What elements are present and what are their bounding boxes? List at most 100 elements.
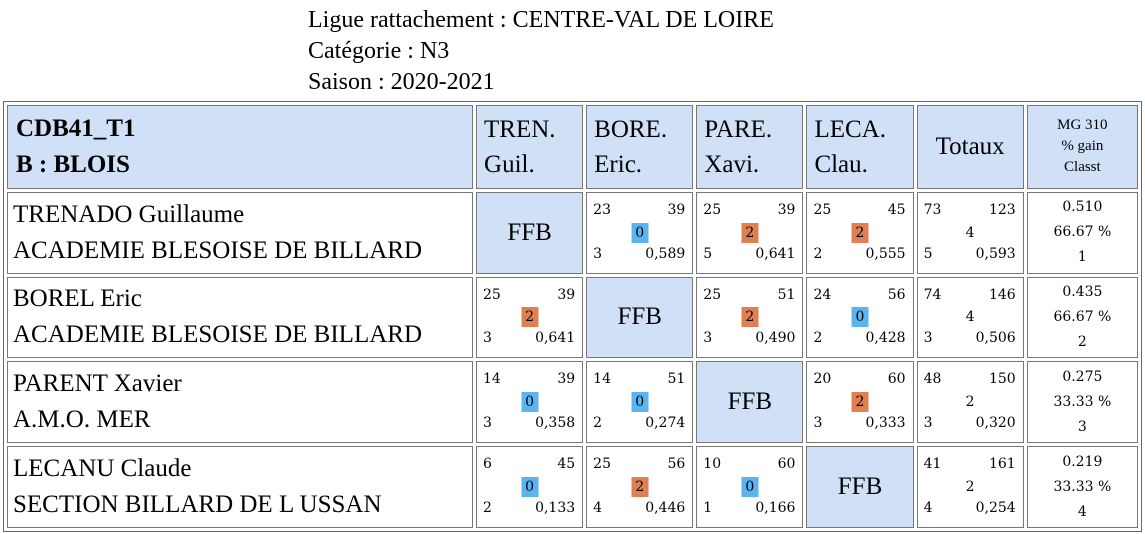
match-result: 2 xyxy=(521,307,539,328)
mg-cell: 0.510 66.67 % 1 xyxy=(1026,191,1138,274)
total-points: 74 xyxy=(923,286,942,303)
total-reprises: 123 xyxy=(988,201,1016,218)
saison-line: Saison : 2020-2021 xyxy=(308,69,495,95)
result-badge: 2 xyxy=(851,222,869,243)
player-header-line2: Xavi. xyxy=(704,150,760,178)
ligue-line: Ligue rattachement : CENTRE-VAL DE LOIRE xyxy=(308,7,774,33)
match-points: 20 xyxy=(813,371,832,388)
match-moyenne: 0,133 xyxy=(535,500,576,516)
player-cell: PARENT Xavier A.M.O. MER xyxy=(7,361,474,444)
match-series: 4 xyxy=(593,500,603,516)
categorie-line: Catégorie : N3 xyxy=(308,38,450,64)
match-cell: 25 45 2 2 0,555 xyxy=(806,191,914,274)
player-name: LECANU Claude xyxy=(13,455,192,483)
total-series: 3 xyxy=(923,415,933,432)
match-cell: 6 45 0 2 0,133 xyxy=(476,446,584,528)
match-series: 2 xyxy=(813,245,823,262)
match-cell: 25 39 2 5 0,641 xyxy=(696,191,804,274)
match-result: 2 xyxy=(741,222,759,243)
match-moyenne: 0,358 xyxy=(535,415,576,432)
match-moyenne: 0,641 xyxy=(755,245,796,262)
mg-moyenne: 0.219 xyxy=(1062,453,1103,470)
total-points: 48 xyxy=(923,371,942,388)
mg-header-line2: % gain xyxy=(1061,138,1104,155)
player-header-line2: Eric. xyxy=(594,150,643,178)
match-points: 25 xyxy=(483,286,501,303)
result-badge: 2 xyxy=(521,307,539,328)
total-points: 41 xyxy=(923,456,942,473)
mg-header: MG 310 % gain Classt xyxy=(1026,105,1138,189)
match-series: 3 xyxy=(593,245,603,262)
match-cell: 14 39 0 3 0,358 xyxy=(476,361,584,444)
match-reprises: 60 xyxy=(777,456,796,473)
ffb-cell: FFB xyxy=(586,276,694,359)
total-moyenne: 0,593 xyxy=(975,245,1016,262)
match-moyenne: 0,641 xyxy=(535,330,576,347)
player-header-line2: Guil. xyxy=(484,150,535,178)
ffb-cell: FFB xyxy=(806,446,914,528)
match-series: 5 xyxy=(703,245,713,262)
player-name: TRENADO Guillaume xyxy=(13,200,245,228)
total-moyenne: 0,320 xyxy=(975,415,1016,432)
result-badge: 0 xyxy=(521,477,539,498)
player-header: BORE. Eric. xyxy=(586,105,694,189)
match-points: 14 xyxy=(483,371,501,388)
result-badge: 2 xyxy=(741,222,759,243)
match-result: 0 xyxy=(851,307,869,328)
result-badge: 0 xyxy=(741,477,759,498)
match-reprises: 39 xyxy=(777,201,796,218)
match-points: 14 xyxy=(593,371,611,388)
match-cell: 20 60 2 3 0,333 xyxy=(806,361,914,444)
group-header: CDB41_T1 B : BLOIS xyxy=(7,105,474,189)
mg-classt: 1 xyxy=(1077,249,1087,266)
player-header-line2: Clau. xyxy=(814,150,868,178)
match-series: 3 xyxy=(703,330,713,347)
match-points: 6 xyxy=(483,456,492,473)
player-header-line1: LECA. xyxy=(814,115,886,143)
total-series: 3 xyxy=(923,330,933,347)
match-result: 2 xyxy=(851,392,869,413)
player-header: TREN. Guil. xyxy=(476,105,584,189)
mg-moyenne: 0.435 xyxy=(1062,283,1103,300)
match-reprises: 39 xyxy=(557,371,576,388)
match-result: 0 xyxy=(521,477,539,498)
match-cell: 24 56 0 2 0,428 xyxy=(806,276,914,359)
match-series: 2 xyxy=(813,330,823,347)
match-moyenne: 0,490 xyxy=(755,330,796,347)
totals-cell: 74 146 4 3 0,506 xyxy=(916,276,1024,359)
match-series: 3 xyxy=(483,415,492,432)
match-points: 25 xyxy=(703,201,722,218)
player-row: BOREL Eric ACADEMIE BLESOISE DE BILLARD 25… xyxy=(7,276,1138,359)
match-reprises: 45 xyxy=(887,201,906,218)
player-header-line1: BORE. xyxy=(594,115,668,143)
match-moyenne: 0,333 xyxy=(865,415,906,432)
total-moyenne: 0,506 xyxy=(975,330,1016,347)
player-header-line1: TREN. xyxy=(484,115,556,143)
player-club: A.M.O. MER xyxy=(13,406,151,434)
result-badge: 0 xyxy=(631,392,649,413)
match-reprises: 45 xyxy=(557,456,576,473)
results-table: CDB41_T1 B : BLOIS TREN. Guil. BORE. Eri… xyxy=(4,102,1141,531)
total-series: 4 xyxy=(923,500,933,516)
match-reprises: 51 xyxy=(667,371,686,388)
match-result: 2 xyxy=(631,477,649,498)
match-reprises: 56 xyxy=(887,286,906,303)
match-series: 2 xyxy=(593,415,603,432)
match-reprises: 39 xyxy=(557,286,576,303)
match-points: 25 xyxy=(813,201,832,218)
match-result: 2 xyxy=(741,307,759,328)
total-reprises: 161 xyxy=(988,456,1016,473)
total-reprises: 150 xyxy=(988,371,1016,388)
mg-cell: 0.275 33.33 % 3 xyxy=(1026,361,1138,444)
mg-gain: 33.33 % xyxy=(1053,478,1112,495)
total-result: 4 xyxy=(965,309,975,326)
total-reprises: 146 xyxy=(988,286,1016,303)
match-points: 24 xyxy=(813,286,832,303)
mg-gain: 66.67 % xyxy=(1053,308,1112,325)
match-series: 3 xyxy=(483,330,492,347)
player-club: SECTION BILLARD DE L USSAN xyxy=(13,491,382,519)
mg-gain: 66.67 % xyxy=(1053,224,1112,241)
player-row: PARENT Xavier A.M.O. MER 14 39 0 3 0,358 14 51 0 2… xyxy=(7,361,1138,444)
total-series: 5 xyxy=(923,245,933,262)
match-points: 25 xyxy=(703,286,722,303)
